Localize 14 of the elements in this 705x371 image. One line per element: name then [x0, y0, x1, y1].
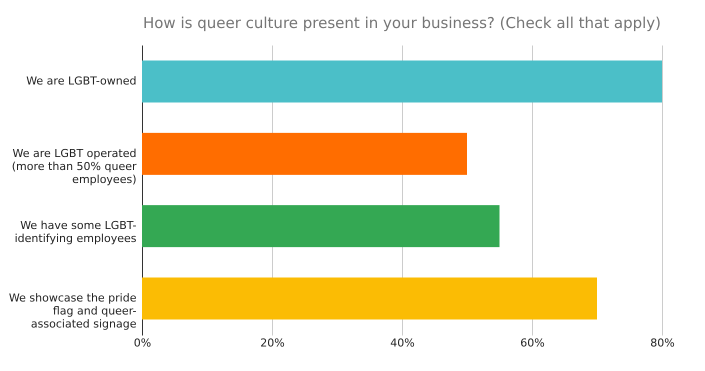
y-tick-label: We are LGBT operated (more than 50% queer employees) — [12, 146, 137, 186]
bar — [142, 277, 597, 320]
x-tick-label: 60% — [520, 336, 545, 350]
y-tick-label: We have some LGBT- identifying employees — [14, 219, 137, 246]
x-tick-label: 20% — [260, 336, 285, 350]
bar — [142, 60, 662, 103]
bar — [142, 132, 467, 175]
x-tick-label: 0% — [134, 336, 152, 350]
y-tick-label: We showcase the pride flag and queer- associated signage — [8, 291, 137, 330]
x-tick-label: 40% — [390, 336, 415, 350]
chart-title: How is queer culture present in your business? (Check all that apply) — [142, 14, 662, 32]
x-tick-label: 80% — [650, 336, 675, 350]
y-tick-label: We are LGBT-owned — [26, 74, 136, 88]
bar — [142, 205, 500, 248]
